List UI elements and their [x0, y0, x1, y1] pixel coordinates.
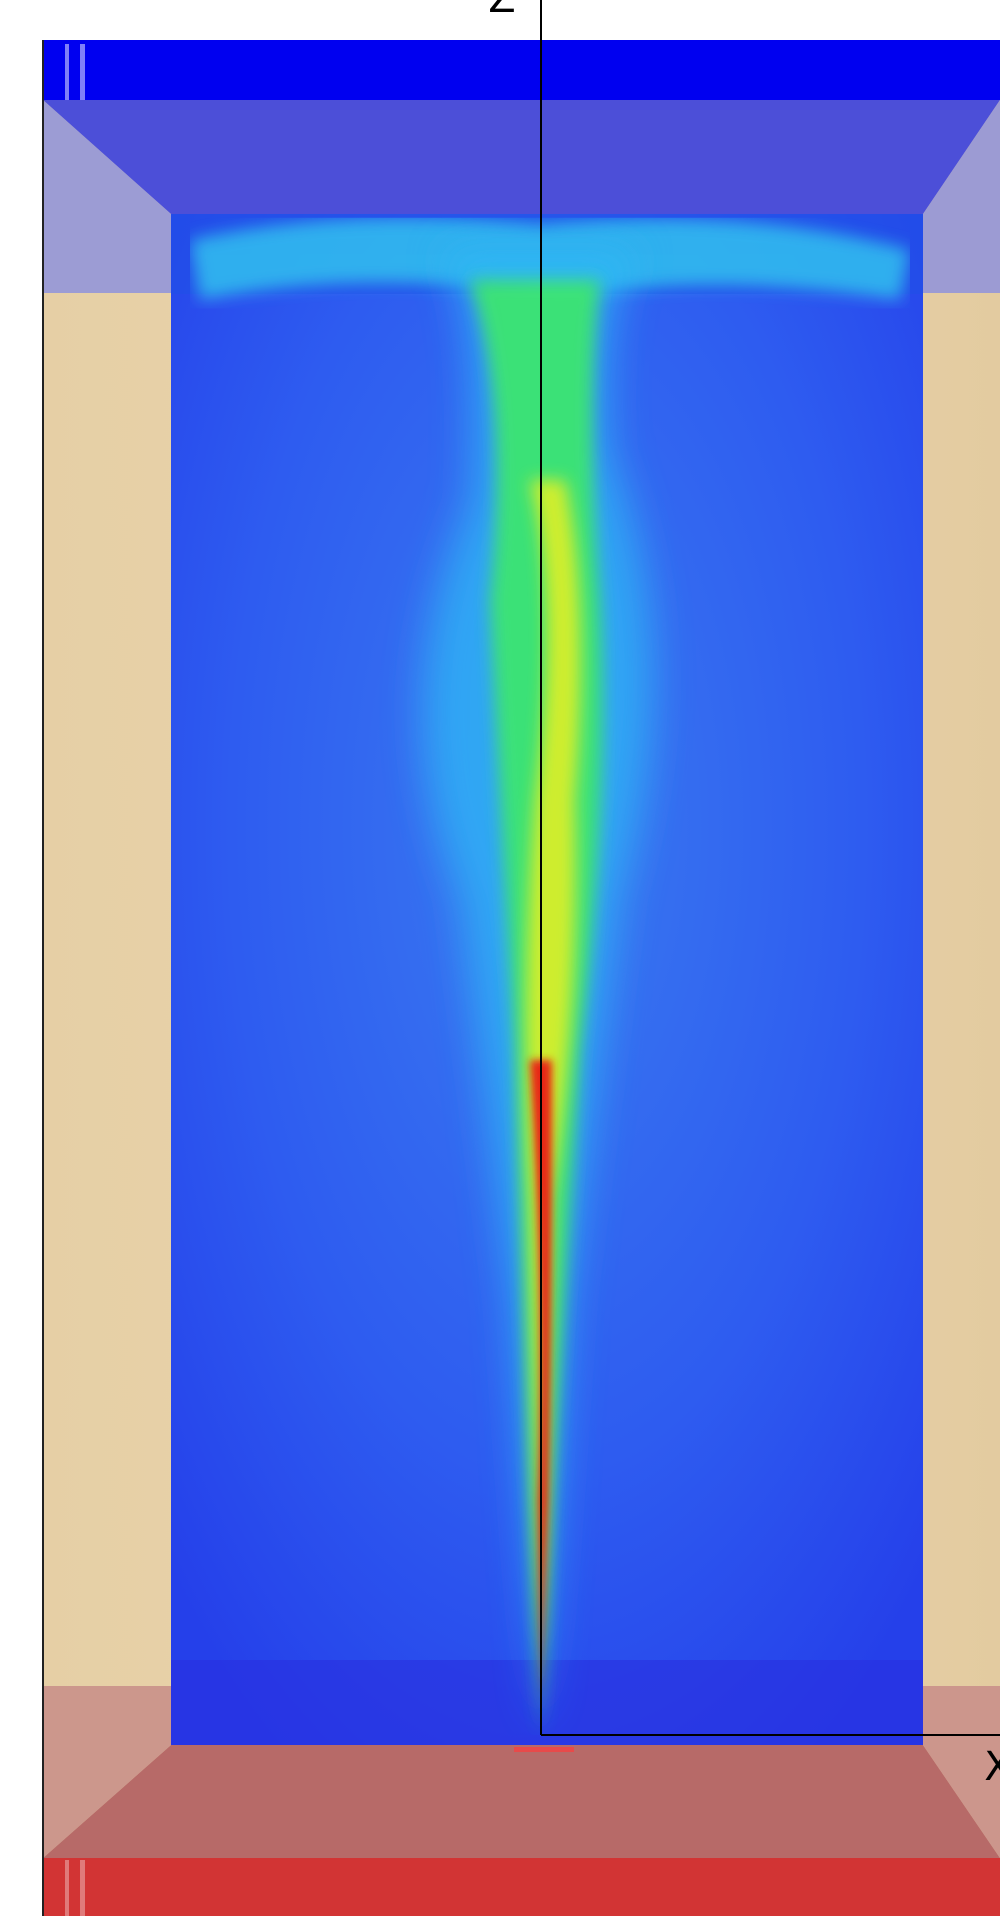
field-floor [171, 1660, 923, 1745]
z-axis-label: Z [488, 0, 515, 22]
x-axis-label: X [984, 1744, 1000, 1790]
bottom-bar-mark [80, 1860, 85, 1916]
top-bar-mark [65, 44, 69, 100]
inlet [514, 1747, 574, 1752]
bottom-bar-mark [65, 1860, 69, 1916]
bottom-bar [43, 1858, 1000, 1916]
top-bar [43, 40, 1000, 100]
top-face [43, 100, 1000, 214]
bottom-face [43, 1745, 1000, 1858]
top-bar-mark [80, 44, 85, 100]
visualization: Z X [0, 0, 1000, 1916]
page: Z X (() => { const data = JSON.parse(doc… [0, 0, 1000, 1916]
